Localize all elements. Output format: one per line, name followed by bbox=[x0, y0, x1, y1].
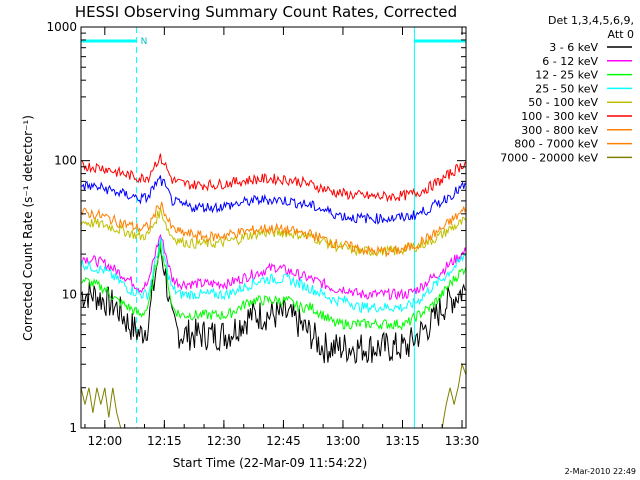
plot-frame bbox=[80, 26, 467, 429]
y-axis-label: Corrected Count Rate (s⁻¹ detector⁻¹) bbox=[21, 115, 35, 341]
y-tick-label: 10 bbox=[62, 287, 77, 301]
legend-entry-label: 12 - 25 keV bbox=[535, 69, 598, 82]
x-tick-label: 13:15 bbox=[385, 434, 420, 448]
legend-entry-label: 100 - 300 keV bbox=[521, 110, 598, 123]
annotation-label: N bbox=[141, 37, 148, 47]
series-line-2 bbox=[80, 240, 467, 331]
chart-title: HESSI Observing Summary Count Rates, Cor… bbox=[75, 3, 457, 21]
series-line-9 bbox=[80, 175, 467, 225]
x-axis-label: Start Time (22-Mar-09 11:54:22) bbox=[173, 456, 367, 470]
legend-entry-label: 50 - 100 keV bbox=[528, 96, 598, 109]
legend-entry-label: 25 - 50 keV bbox=[535, 82, 598, 95]
x-tick-label: 12:45 bbox=[266, 434, 301, 448]
x-tick-label: 13:00 bbox=[326, 434, 361, 448]
legend-entry-label: 6 - 12 keV bbox=[542, 55, 598, 68]
legend-entry-label: 300 - 800 keV bbox=[521, 124, 598, 137]
series-line-3 bbox=[80, 236, 467, 314]
legend-header-line-2: Att 0 bbox=[608, 28, 634, 41]
x-tick-label: 13:30 bbox=[445, 434, 480, 448]
legend-header-line-1: Det 1,3,4,5,6,9, bbox=[548, 14, 634, 27]
series-line-8 bbox=[80, 362, 467, 429]
x-tick-label: 12:00 bbox=[88, 434, 123, 448]
legend-entry-label: 3 - 6 keV bbox=[549, 41, 598, 54]
series-line-0 bbox=[80, 243, 467, 364]
series-line-6 bbox=[80, 201, 467, 258]
x-tick-label: 12:30 bbox=[207, 434, 242, 448]
series-line-1 bbox=[80, 233, 467, 301]
legend-entry-label: 7000 - 20000 keV bbox=[500, 151, 598, 164]
y-tick-label: 1 bbox=[69, 421, 77, 435]
series-line-5 bbox=[80, 153, 467, 203]
series-line-4 bbox=[80, 207, 467, 257]
x-tick-label: 12:15 bbox=[147, 434, 182, 448]
y-tick-label: 100 bbox=[54, 154, 77, 168]
legend-entry-label: 800 - 7000 keV bbox=[514, 138, 598, 151]
y-tick-label: 1000 bbox=[46, 20, 77, 34]
footer-timestamp: 2-Mar-2010 22:49 bbox=[565, 467, 636, 476]
